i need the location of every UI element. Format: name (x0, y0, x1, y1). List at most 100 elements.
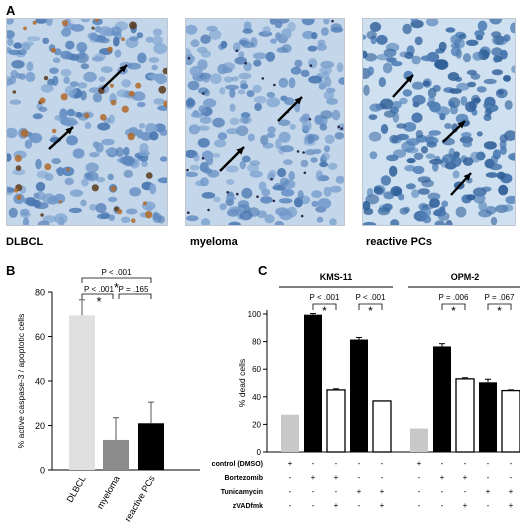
apoptotic-dot (302, 151, 305, 154)
cell-nucleus (390, 219, 400, 225)
caspase-stain (121, 105, 129, 113)
cell-nucleus (266, 91, 276, 98)
cell-nucleus (22, 217, 30, 225)
micrograph-texture (186, 19, 344, 225)
treatment-label: Tunicamycin (221, 489, 263, 496)
cell-nucleus (289, 123, 296, 130)
cell-nucleus (467, 81, 477, 88)
y-tick-label: 60 (35, 332, 45, 342)
cell-nucleus (336, 62, 344, 73)
caspase-stain (32, 20, 37, 25)
cell-nucleus (238, 51, 245, 58)
cell-nucleus (85, 162, 99, 173)
treatment-label: control (DMSO) (212, 461, 263, 468)
cell-nucleus (428, 130, 441, 136)
cell-nucleus (274, 20, 283, 29)
y-tick-label: 0 (257, 448, 262, 457)
cell-nucleus (95, 142, 104, 153)
cell-nucleus (493, 55, 501, 63)
micrograph-texture (363, 19, 515, 225)
cell-nucleus (383, 191, 395, 200)
cell-nucleus (138, 150, 151, 157)
treatment-mark: - (441, 487, 444, 496)
cell-nucleus (477, 20, 488, 32)
cell-nucleus (417, 176, 431, 183)
cell-nucleus (7, 153, 12, 162)
bar (69, 315, 95, 470)
cell-nucleus (129, 187, 142, 197)
cell-nucleus (403, 122, 417, 132)
cell-nucleus (426, 141, 437, 148)
cell-nucleus (308, 58, 318, 69)
cell-nucleus (266, 97, 281, 108)
caspase-stain (60, 93, 68, 101)
cell-nucleus (368, 114, 378, 120)
cell-nucleus (402, 89, 413, 97)
cell-nucleus (485, 172, 498, 178)
cell-nucleus (269, 19, 277, 25)
caspase-stain (142, 201, 147, 206)
cell-nucleus (80, 19, 91, 23)
cell-nucleus (476, 131, 483, 137)
cell-nucleus (92, 92, 102, 103)
cell-nucleus (396, 123, 407, 129)
cell-nucleus (510, 22, 515, 34)
cell-nucleus (66, 108, 75, 117)
significance-star: * (368, 304, 373, 318)
apoptotic-dot (272, 199, 276, 203)
cell-nucleus (190, 112, 204, 118)
cell-nucleus (225, 165, 239, 173)
cell-nucleus (392, 112, 400, 123)
cell-nucleus (223, 76, 234, 83)
micrograph-label-dlbcl: DLBCL (6, 236, 44, 248)
cell-nucleus (147, 73, 162, 79)
caspase-stain (50, 47, 57, 53)
cell-nucleus (262, 26, 271, 35)
cell-nucleus (432, 162, 439, 172)
cell-nucleus (458, 33, 467, 40)
cell-nucleus (65, 40, 75, 50)
p-value-label: P < .001 (310, 293, 340, 302)
cell-nucleus (53, 193, 66, 204)
bar (326, 389, 346, 453)
cell-nucleus (198, 105, 207, 114)
cell-nucleus (127, 62, 141, 70)
cell-nucleus (412, 81, 424, 90)
cell-nucleus (483, 141, 497, 150)
cell-nucleus (121, 216, 131, 223)
cell-nucleus (66, 135, 78, 146)
y-tick-label: 80 (252, 338, 261, 347)
cell-nucleus (200, 34, 211, 44)
arrow-head-icon (236, 147, 244, 155)
treatment-mark: + (380, 501, 385, 510)
cell-nucleus (157, 177, 167, 184)
cell-nucleus (369, 21, 382, 32)
cell-nucleus (187, 80, 200, 91)
cell-nucleus (278, 131, 291, 143)
cell-nucleus (234, 56, 247, 65)
cell-nucleus (399, 207, 409, 215)
bar (410, 428, 428, 452)
cell-nucleus (125, 208, 138, 215)
treatment-mark: - (418, 487, 421, 496)
cell-nucleus (283, 159, 293, 165)
caspase-stain (158, 85, 167, 94)
caspase-stain (61, 20, 69, 27)
cell-nucleus (60, 50, 72, 60)
cell-nucleus (42, 193, 56, 205)
cell-nucleus (398, 193, 405, 201)
bracket (312, 303, 337, 310)
cell-nucleus (422, 80, 431, 87)
p-value-label: P < .001 (102, 268, 132, 277)
apoptotic-dot (187, 211, 190, 214)
cell-nucleus (410, 19, 419, 23)
cell-nucleus (412, 165, 425, 175)
cell-nucleus (219, 203, 227, 211)
micrograph-dlbcl (6, 18, 168, 226)
cell-nucleus (267, 126, 276, 134)
cell-nucleus (76, 42, 88, 53)
cell-nucleus (206, 25, 218, 32)
caspase-stain (66, 167, 70, 172)
cell-nucleus (321, 152, 330, 161)
cell-nucleus (363, 84, 370, 96)
